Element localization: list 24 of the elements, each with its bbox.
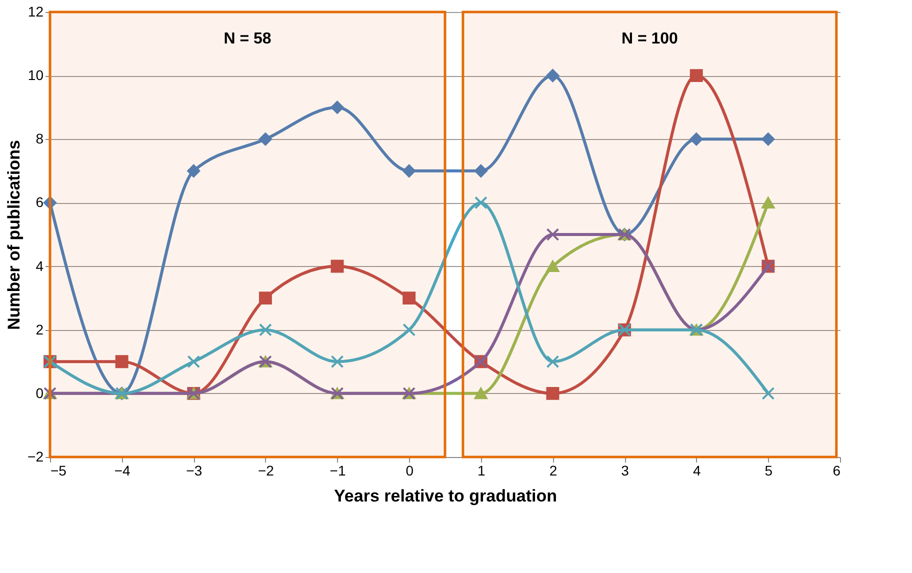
- x-axis-title: Years relative to graduation: [334, 486, 557, 506]
- y-tick-label: 6: [36, 194, 44, 210]
- x-tick-label: −2: [258, 462, 274, 478]
- x-tick-label: −3: [186, 462, 202, 478]
- y-tick-label: 10: [28, 67, 44, 84]
- x-tick-label: 3: [621, 462, 630, 478]
- band-label: N = 100: [621, 30, 678, 48]
- y-tick-label: 2: [36, 321, 44, 338]
- x-tick-label: −5: [50, 462, 67, 478]
- y-tick-label: 0: [36, 384, 44, 401]
- x-tick-label: 0: [406, 462, 414, 478]
- y-tick-label: 4: [36, 258, 44, 274]
- x-tick-label: 5: [764, 462, 773, 478]
- x-tick-label: 4: [692, 462, 701, 478]
- y-tick-label: −2: [28, 448, 44, 464]
- x-tick-label: −4: [114, 462, 131, 478]
- x-tick-label: 1: [478, 462, 486, 478]
- y-tick-label: 12: [28, 4, 44, 20]
- x-tick-label: −1: [330, 462, 346, 478]
- band-label: N = 58: [224, 30, 272, 48]
- y-axis-title: Number of publications: [4, 140, 24, 330]
- x-tick-label: 6: [832, 462, 841, 478]
- x-tick-label: 2: [549, 462, 558, 478]
- y-tick-label: 8: [36, 130, 44, 147]
